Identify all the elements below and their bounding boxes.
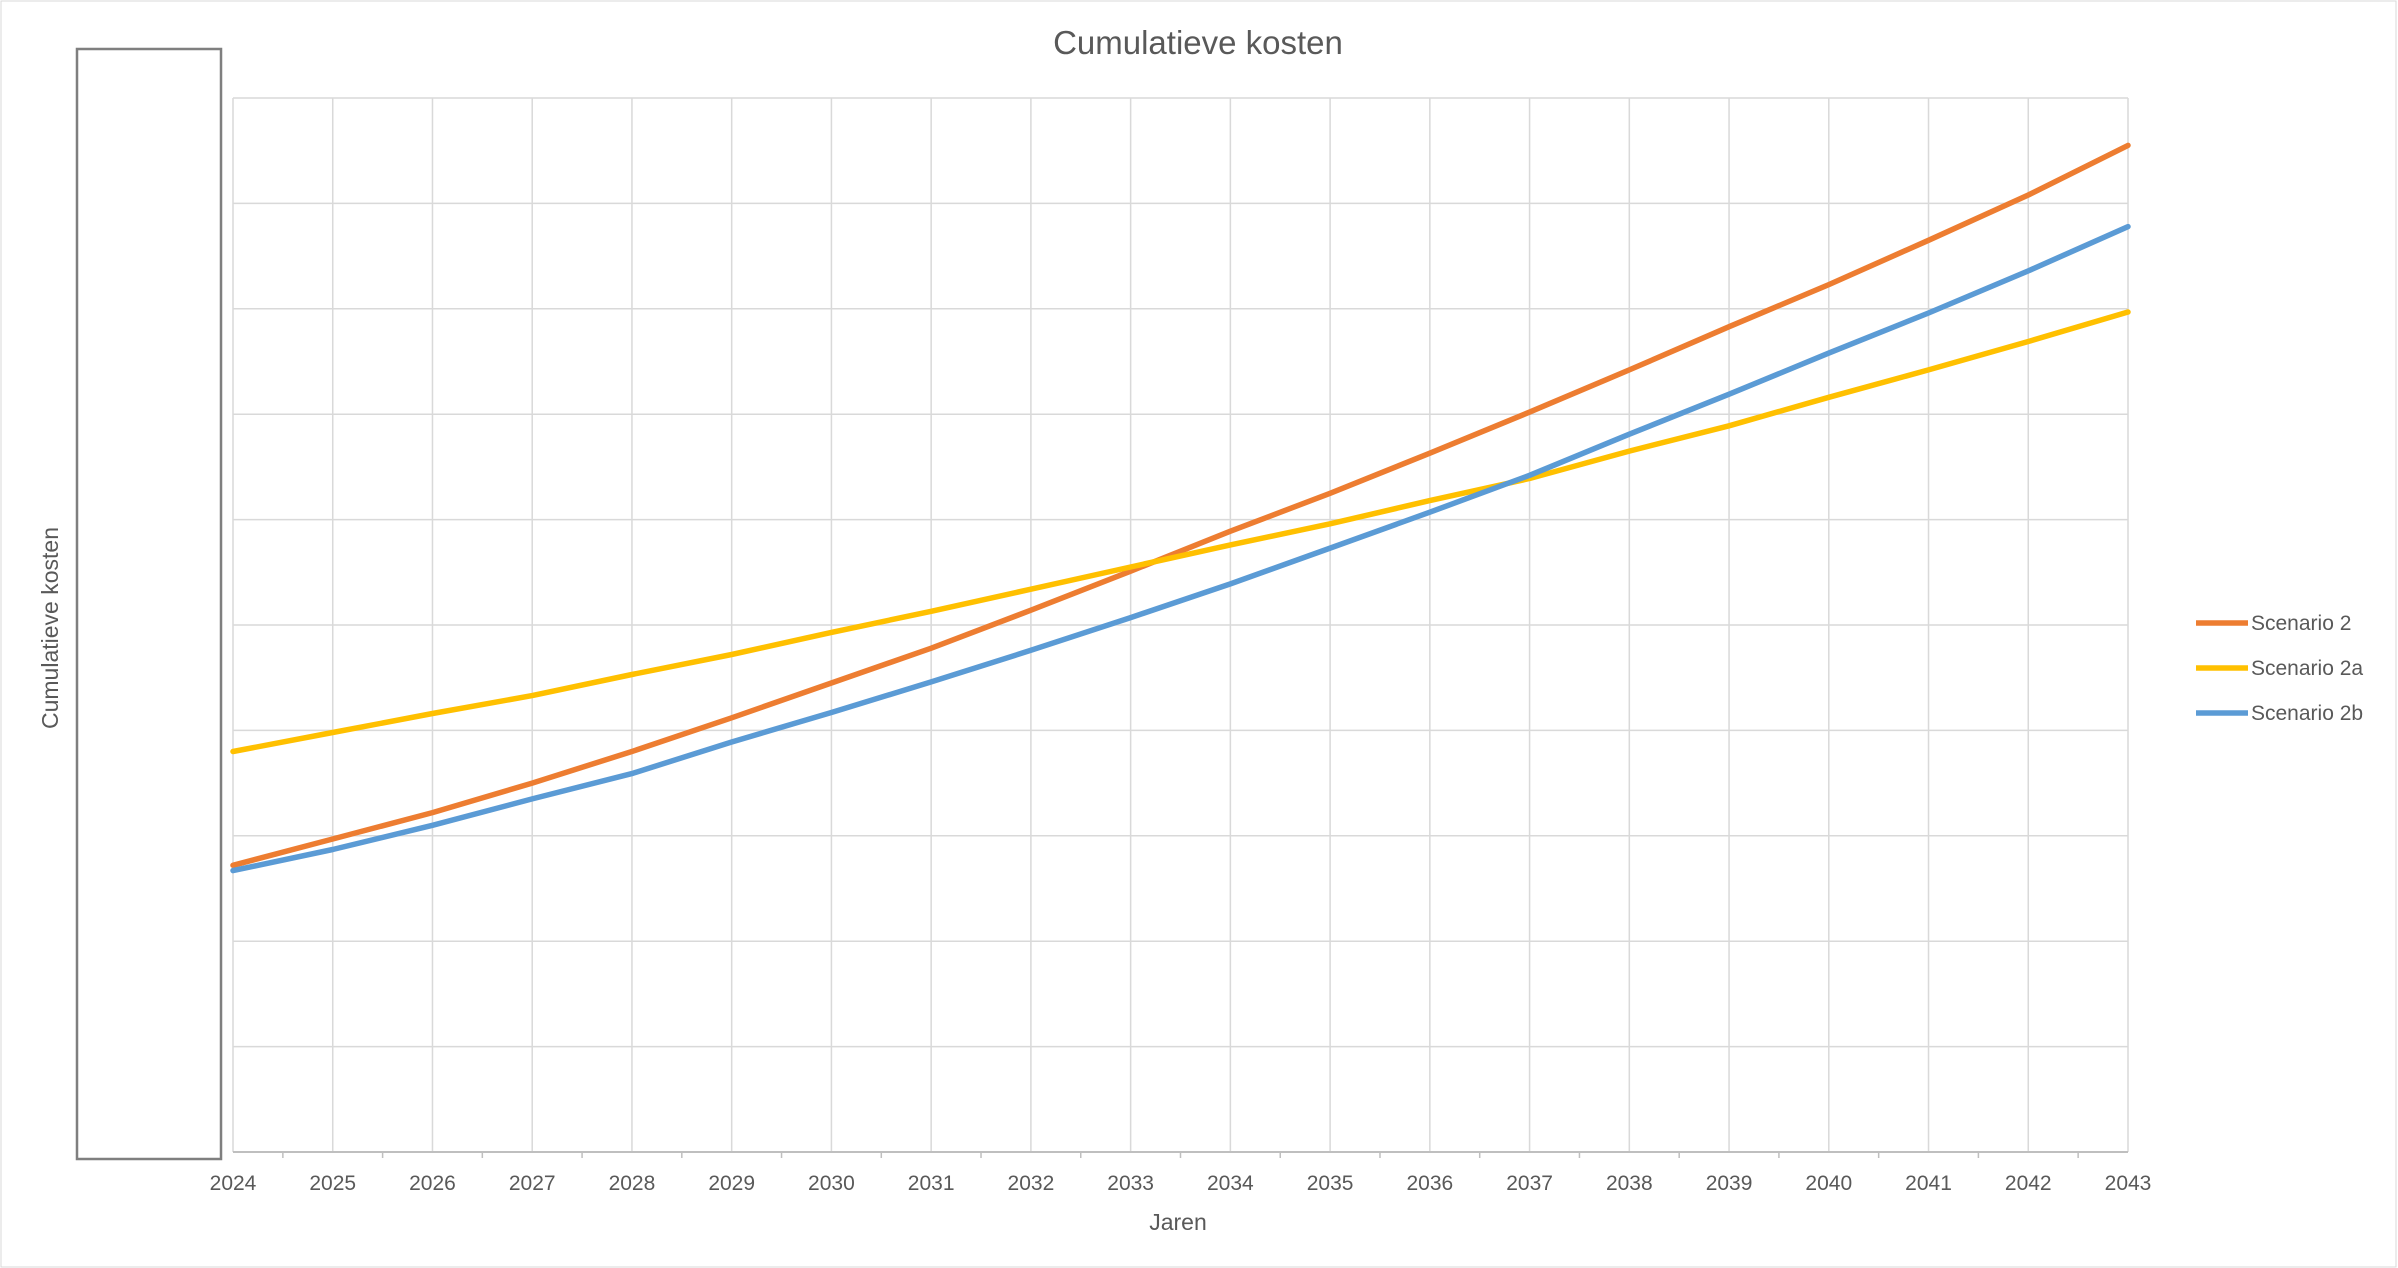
x-tick-label: 2031 bbox=[908, 1172, 955, 1195]
x-tick-label: 2030 bbox=[808, 1172, 855, 1195]
x-tick-labels: 2024 2025 2026 2027 2028 2029 2030 2031 2032 2033… bbox=[210, 1172, 2152, 1195]
gridlines bbox=[232, 97, 2129, 1158]
series-line-scenario-2b bbox=[230, 223, 2131, 874]
x-tick-label: 2029 bbox=[708, 1172, 755, 1195]
chart-title: Cumulatieve kosten bbox=[1053, 24, 1343, 61]
series-lines bbox=[230, 142, 2131, 874]
x-tick-label: 2043 bbox=[2105, 1172, 2152, 1195]
series-line-scenario-2a bbox=[230, 309, 2131, 755]
x-tick-label: 2024 bbox=[210, 1172, 257, 1195]
legend: Scenario 2 Scenario 2a Scenario 2b bbox=[2196, 612, 2363, 725]
x-tick-label: 2035 bbox=[1307, 1172, 1354, 1195]
x-tick-label: 2028 bbox=[609, 1172, 656, 1195]
x-tick-label: 2027 bbox=[509, 1172, 556, 1195]
legend-label-scenario-2b: Scenario 2b bbox=[2251, 702, 2363, 725]
x-tick-label: 2041 bbox=[1905, 1172, 1952, 1195]
y-axis-label: Cumulatieve kosten bbox=[37, 527, 63, 729]
x-tick-label: 2025 bbox=[309, 1172, 356, 1195]
x-tick-label: 2033 bbox=[1107, 1172, 1154, 1195]
x-tick-label: 2026 bbox=[409, 1172, 456, 1195]
x-tick-label: 2042 bbox=[2005, 1172, 2052, 1195]
legend-label-scenario-2a: Scenario 2a bbox=[2251, 657, 2363, 680]
x-tick-label: 2038 bbox=[1606, 1172, 1653, 1195]
series-line-scenario-2 bbox=[230, 142, 2131, 869]
x-tick-label: 2032 bbox=[1008, 1172, 1055, 1195]
x-tick-label: 2040 bbox=[1805, 1172, 1852, 1195]
x-tick-label: 2037 bbox=[1506, 1172, 1553, 1195]
x-tick-label: 2039 bbox=[1706, 1172, 1753, 1195]
x-tick-label: 2036 bbox=[1406, 1172, 1453, 1195]
x-axis-label: Jaren bbox=[1149, 1209, 1207, 1235]
x-tick-label: 2034 bbox=[1207, 1172, 1254, 1195]
legend-label-scenario-2: Scenario 2 bbox=[2251, 612, 2351, 635]
y-axis-label-box bbox=[75, 47, 223, 1161]
